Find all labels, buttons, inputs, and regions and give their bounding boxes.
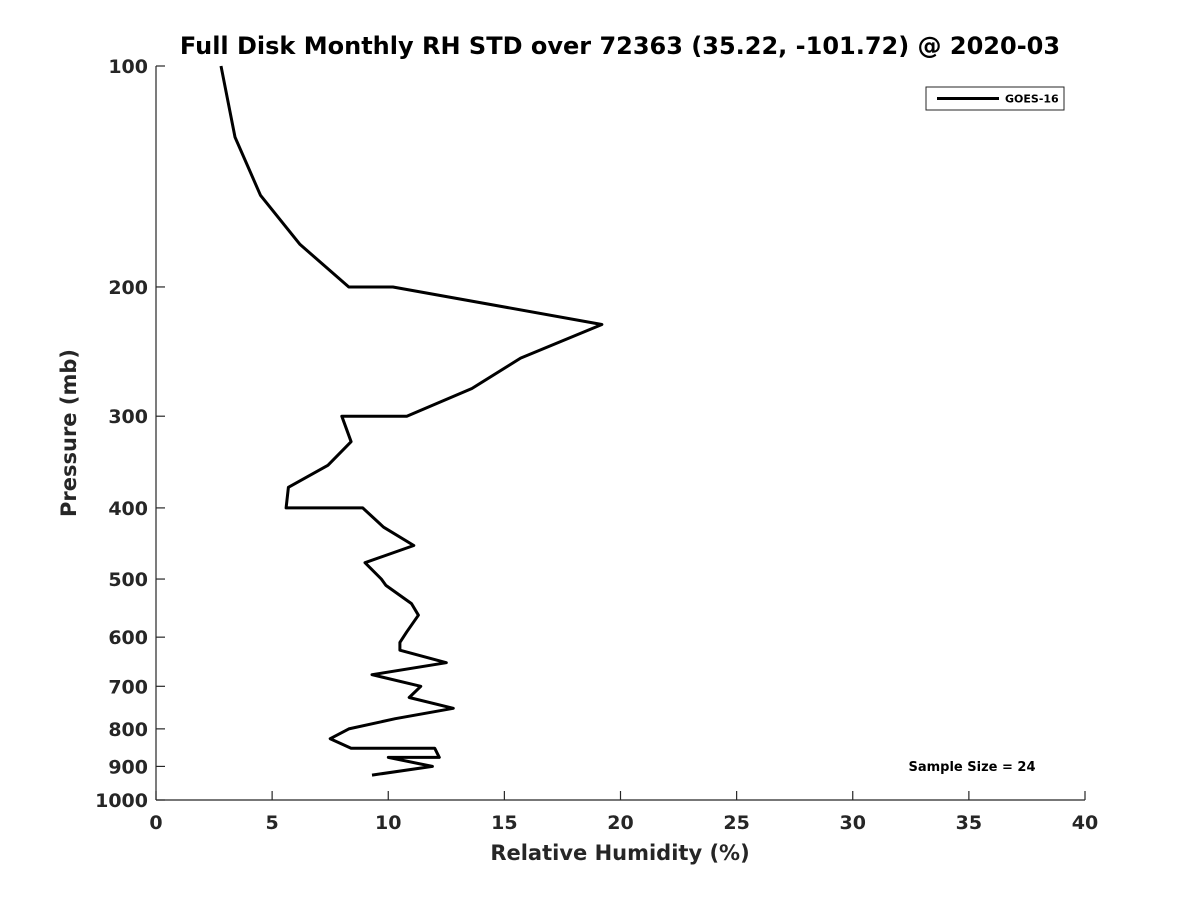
y-tick-label: 600 xyxy=(108,627,148,649)
y-tick-label: 100 xyxy=(108,56,148,78)
x-tick-label: 40 xyxy=(1072,812,1098,834)
x-tick-label: 35 xyxy=(956,812,982,834)
x-tick-label: 30 xyxy=(840,812,866,834)
x-ticks: 0 5 10 15 20 25 30 35 40 xyxy=(149,791,1098,834)
legend-label: GOES-16 xyxy=(1005,93,1059,106)
y-tick-label: 200 xyxy=(108,277,148,299)
x-tick-label: 10 xyxy=(375,812,401,834)
legend: GOES-16 xyxy=(925,86,1065,111)
y-tick-label: 700 xyxy=(108,676,148,698)
y-tick-label: 500 xyxy=(108,569,148,591)
x-tick-label: 20 xyxy=(607,812,633,834)
sample-size-annotation: Sample Size = 24 xyxy=(908,760,1035,775)
series-line-goes-16 xyxy=(219,65,604,777)
y-tick-label: 300 xyxy=(108,406,148,428)
x-tick-label: 25 xyxy=(723,812,749,834)
x-tick-label: 5 xyxy=(266,812,279,834)
chart-title: Full Disk Monthly RH STD over 72363 (35.… xyxy=(180,32,1060,60)
plot-area: 0 5 10 15 20 25 30 35 40 100 200 300 400 500 600 700 80… xyxy=(95,56,1098,834)
y-tick-label: 900 xyxy=(108,756,148,778)
y-ticks: 100 200 300 400 500 600 700 800 900 1000 xyxy=(95,56,165,812)
x-tick-label: 15 xyxy=(491,812,517,834)
x-axis-label: Relative Humidity (%) xyxy=(490,841,749,865)
x-tick-label: 0 xyxy=(149,812,162,834)
y-axis-label: Pressure (mb) xyxy=(57,349,81,517)
y-tick-label: 800 xyxy=(108,719,148,741)
y-tick-label: 400 xyxy=(108,498,148,520)
y-tick-label: 1000 xyxy=(95,790,148,812)
